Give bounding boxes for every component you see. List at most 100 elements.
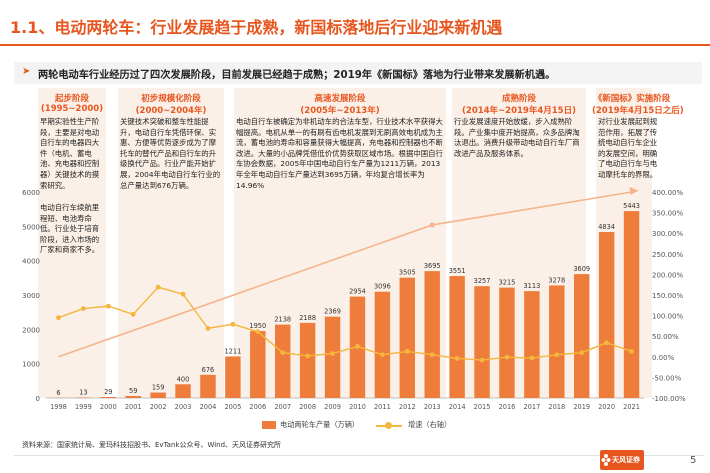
x-tick-label: 2013: [424, 403, 441, 411]
growth-point: [330, 351, 335, 356]
bar: [250, 331, 266, 398]
stage-3-years: (2005年~2013年): [300, 106, 380, 116]
bar-value-label: 4834: [598, 223, 615, 231]
page-title: 1.1、电动两轮车：行业发展趋于成熟，新国标落地后行业迎来新机遇: [10, 18, 503, 37]
bar: [424, 271, 440, 398]
x-tick-label: 2021: [623, 403, 640, 411]
bar: [299, 322, 316, 398]
x-tick-label: 2015: [474, 403, 491, 411]
bar: [100, 397, 117, 398]
y-left-tick-label: 1000: [22, 361, 40, 369]
trend-line: [58, 191, 632, 358]
bar: [125, 395, 141, 398]
legend-line-label: 增速（右轴）: [408, 420, 452, 429]
bar-value-label: 3609: [573, 265, 590, 273]
y-left-tick-label: 3000: [22, 292, 40, 300]
legend-bar-label: 电动两轮车产量（万辆）: [280, 420, 360, 429]
growth-point: [504, 354, 510, 360]
stage-2-text: 关键技术突破和整车性能提升，电动自行车凭借环保、实惠、方便等优势逐步成为了摩托车…: [120, 117, 221, 190]
x-tick-label: 2019: [573, 403, 590, 411]
bar-value-label: 2138: [274, 316, 291, 324]
x-tick-label: 2016: [499, 403, 516, 411]
bar: [499, 287, 515, 398]
growth-point: [479, 357, 485, 363]
bar: [623, 211, 640, 398]
y-right-tick-label: 300.00%: [652, 230, 683, 238]
subtitle-bar: [14, 62, 702, 84]
y-right-tick-label: 0.00%: [652, 354, 675, 362]
bar: [225, 356, 241, 398]
growth-point: [105, 303, 111, 309]
stage-5-years: (2019年4月15日之后): [592, 106, 684, 116]
growth-point: [255, 329, 261, 335]
growth-point: [180, 291, 186, 297]
bar: [474, 286, 490, 398]
stage-1-shade: [38, 88, 106, 398]
growth-point: [404, 349, 410, 354]
bar: [449, 276, 465, 398]
growth-point: [230, 321, 236, 327]
growth-point: [429, 352, 435, 358]
bar-value-label: 3257: [474, 277, 491, 285]
stage-1-title: 起步阶段: [54, 94, 89, 104]
y-right-tick-label: 200.00%: [652, 271, 683, 279]
bar: [150, 392, 166, 398]
bar: [274, 324, 291, 398]
stage-2-title: 初步规模化阶段: [141, 94, 201, 104]
bar-series: [50, 211, 640, 398]
x-tick-label: 2017: [523, 403, 540, 411]
growth-point: [379, 352, 385, 358]
bar: [598, 232, 615, 398]
x-tick-label: 2008: [299, 403, 316, 411]
bar-value-label: 13: [79, 389, 87, 397]
brand-logo: [600, 450, 644, 470]
growth-point: [355, 344, 360, 349]
growth-point: [280, 350, 286, 356]
growth-point: [579, 350, 585, 356]
bar-value-label: 159: [152, 384, 165, 392]
stage-4-text: 行业发展速度开始放缓，步入成熟阶段。产业集中度开始提高，众多品牌淘汰退出。消费升…: [454, 117, 580, 158]
page-number: 5: [690, 455, 697, 466]
bar-value-label: 3113: [523, 282, 540, 290]
stage-4-title: 成熟阶段: [501, 94, 536, 104]
x-tick-label: 2010: [349, 403, 366, 411]
bar-value-label: 3278: [548, 276, 565, 284]
legend-line-marker: [385, 422, 392, 429]
stage-3-text: 电动自行车被确定为非机动车的合法车型，行业技术水平获得大幅提高。电机从单一的有刷…: [236, 117, 443, 190]
x-tick-label: 2006: [249, 403, 266, 411]
growth-point: [629, 349, 634, 354]
y-right-tick-label: 100.00%: [652, 313, 683, 321]
bar: [374, 291, 391, 398]
growth-line-series: [56, 284, 634, 363]
flower-logo-icon: [601, 454, 611, 466]
bar-value-label: 3551: [449, 267, 466, 275]
bar-value-label: 3215: [499, 279, 516, 287]
bar: [324, 316, 341, 398]
bar: [399, 277, 416, 398]
y-left-tick-label: 4000: [22, 258, 40, 266]
bar-value-label: 2369: [324, 308, 341, 316]
y-left-tick-label: 5000: [22, 223, 40, 231]
bar-value-label: 6: [56, 389, 60, 397]
stage-3-title: 高速发展阶段: [314, 94, 366, 104]
stage-2-years: (2000~2004年): [135, 106, 207, 116]
x-tick-label: 2020: [598, 403, 615, 411]
growth-point: [554, 352, 560, 358]
stage-5-title: 《新国标》实施阶段: [593, 94, 671, 104]
growth-point: [80, 306, 86, 311]
bar-value-label: 3096: [374, 283, 391, 291]
growth-point: [305, 353, 311, 359]
growth-point: [604, 340, 610, 346]
y-right-tick-label: -100.00%: [652, 395, 686, 403]
brand-logo-text: 天风证券: [612, 456, 640, 464]
bar-value-label: 400: [177, 375, 190, 383]
trend-marker: [429, 222, 435, 228]
stage-1-text-2: 电动自行车续航里程短、电池寿命低。行业处于培育阶段，进入市场的厂家和商家不多。: [40, 203, 100, 255]
growth-point: [454, 356, 460, 361]
bar: [524, 291, 540, 398]
bar: [175, 384, 191, 398]
x-tick-label: 2000: [100, 403, 117, 411]
y-right-tick-label: 350.00%: [652, 210, 683, 218]
growth-point: [130, 311, 136, 317]
